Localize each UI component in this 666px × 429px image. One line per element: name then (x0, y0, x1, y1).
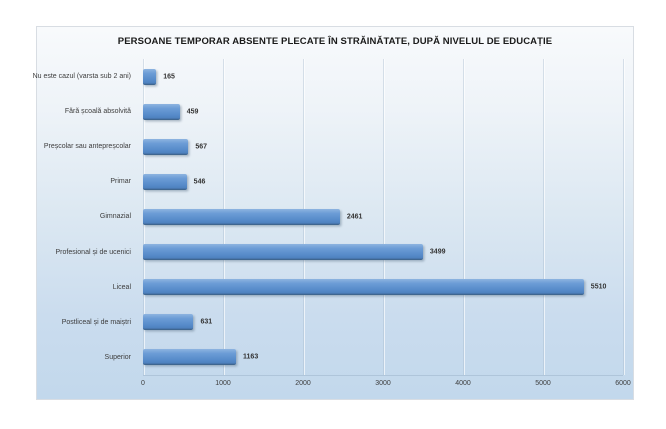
category-label: Primar (110, 178, 131, 186)
data-label: 631 (200, 318, 213, 326)
category-label: Preșcolar sau antepreșcolar (43, 143, 131, 151)
bar-series: 165 459 567 546 2461 3499 5510 631 1163 (143, 59, 623, 375)
category-axis: Nu este cazul (varsta sub 2 ani) Fără șco… (32, 59, 137, 375)
gridline-6000 (623, 59, 624, 375)
category-label: Fără școală absolvită (64, 108, 131, 116)
chart-title: PERSOANE TEMPORAR ABSENTE PLECATE ÎN STR… (117, 36, 553, 47)
bar (143, 279, 584, 296)
data-label: 3499 (429, 248, 446, 256)
data-label: 5510 (590, 283, 607, 291)
data-label: 459 (186, 108, 199, 116)
bar-row: 631 (143, 305, 623, 340)
bar (143, 173, 187, 190)
chart-area: PERSOANE TEMPORAR ABSENTE PLECATE ÎN STR… (32, 26, 634, 400)
bar (143, 208, 340, 225)
x-tick-label: 2000 (295, 380, 311, 387)
bar (143, 103, 180, 120)
category-label: Liceal (112, 283, 131, 291)
x-tick-label: 3000 (375, 380, 391, 387)
category-label: Postliceal și de maiștri (61, 318, 131, 326)
category-label: Nu este cazul (varsta sub 2 ani) (32, 73, 131, 81)
bar-row: 5510 (143, 270, 623, 305)
data-label: 567 (195, 143, 208, 151)
x-tick-label: 0 (141, 380, 145, 387)
x-tick-label: 5000 (535, 380, 551, 387)
bar (143, 244, 423, 261)
x-tick-label: 6000 (615, 380, 631, 387)
bar-row: 2461 (143, 199, 623, 234)
category-label: Superior (104, 353, 131, 361)
category-label: Profesional și de ucenici (55, 248, 132, 256)
data-label: 165 (163, 73, 175, 81)
data-label: 1163 (243, 353, 259, 361)
data-label: 2461 (346, 213, 363, 221)
bar-row: 3499 (143, 235, 623, 270)
x-tick-label: 4000 (455, 380, 471, 387)
bar-row: 567 (143, 129, 623, 164)
gridline-3000 (383, 59, 384, 375)
bar (143, 138, 189, 155)
data-label: 546 (193, 178, 206, 186)
bar (143, 349, 237, 366)
category-label: Gimnazial (99, 213, 131, 221)
x-tick-label: 1000 (215, 380, 231, 387)
bar-row: 546 (143, 164, 623, 199)
gridline-5000 (543, 59, 544, 375)
value-axis: 0 1000 2000 3000 4000 5000 6000 (141, 380, 631, 392)
bar-row: 165 (143, 59, 623, 94)
bar (143, 314, 194, 331)
bar (143, 68, 157, 85)
bar-row: 1163 (143, 340, 623, 375)
gridline-4000 (462, 59, 464, 375)
bar-row: 459 (143, 94, 623, 129)
